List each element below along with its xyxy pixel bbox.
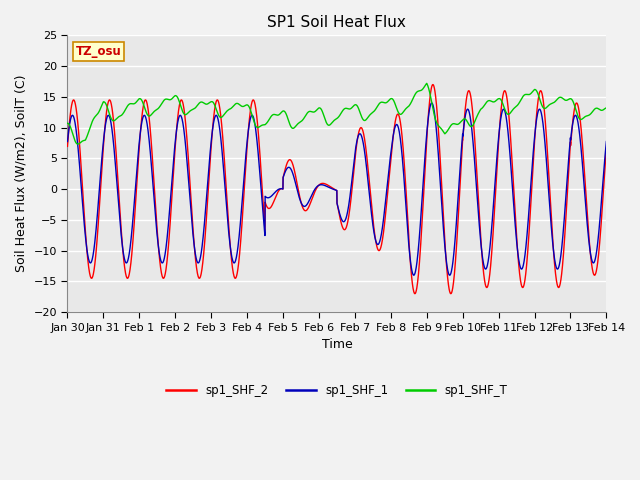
sp1_SHF_1 (446, 272, 454, 278)
sp1_SHF_1 (125, 252, 132, 258)
Y-axis label: Soil Heat Flux (W/m2), SoilT (C): Soil Heat Flux (W/m2), SoilT (C) (15, 75, 28, 273)
sp1_SHF_T (294, 121, 301, 127)
sp1_SHF_2 (429, 82, 436, 87)
sp1_SHF_1 (270, 191, 278, 196)
sp1_SHF_2 (534, 97, 542, 103)
sp1_SHF_T (602, 105, 610, 111)
Title: SP1 Soil Heat Flux: SP1 Soil Heat Flux (268, 15, 406, 30)
Line: sp1_SHF_T: sp1_SHF_T (67, 84, 606, 144)
sp1_SHF_T (125, 101, 133, 107)
sp1_SHF_T (63, 120, 71, 126)
sp1_SHF_T (592, 105, 600, 111)
sp1_SHF_1 (157, 258, 164, 264)
sp1_SHF_2 (125, 273, 132, 278)
sp1_SHF_2 (294, 183, 301, 189)
sp1_SHF_T (423, 81, 431, 86)
sp1_SHF_1 (592, 252, 600, 257)
X-axis label: Time: Time (321, 338, 352, 351)
sp1_SHF_1 (294, 188, 301, 194)
Line: sp1_SHF_1: sp1_SHF_1 (67, 103, 606, 275)
sp1_SHF_1 (428, 100, 436, 106)
sp1_SHF_1 (534, 108, 542, 114)
sp1_SHF_2 (602, 145, 610, 151)
sp1_SHF_T (534, 91, 542, 97)
sp1_SHF_2 (157, 267, 164, 273)
Legend: sp1_SHF_2, sp1_SHF_1, sp1_SHF_T: sp1_SHF_2, sp1_SHF_1, sp1_SHF_T (161, 379, 513, 401)
sp1_SHF_2 (270, 198, 278, 204)
sp1_SHF_1 (63, 139, 71, 144)
sp1_SHF_2 (592, 269, 600, 275)
sp1_SHF_1 (602, 139, 610, 144)
sp1_SHF_2 (63, 144, 71, 149)
sp1_SHF_T (271, 111, 278, 117)
Line: sp1_SHF_2: sp1_SHF_2 (67, 84, 606, 294)
sp1_SHF_T (74, 141, 82, 147)
Text: TZ_osu: TZ_osu (76, 45, 122, 58)
sp1_SHF_T (157, 102, 165, 108)
sp1_SHF_2 (447, 291, 454, 297)
